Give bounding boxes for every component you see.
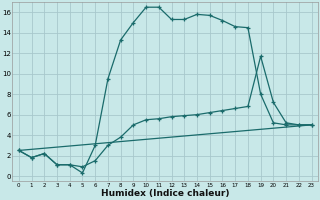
X-axis label: Humidex (Indice chaleur): Humidex (Indice chaleur) (101, 189, 229, 198)
